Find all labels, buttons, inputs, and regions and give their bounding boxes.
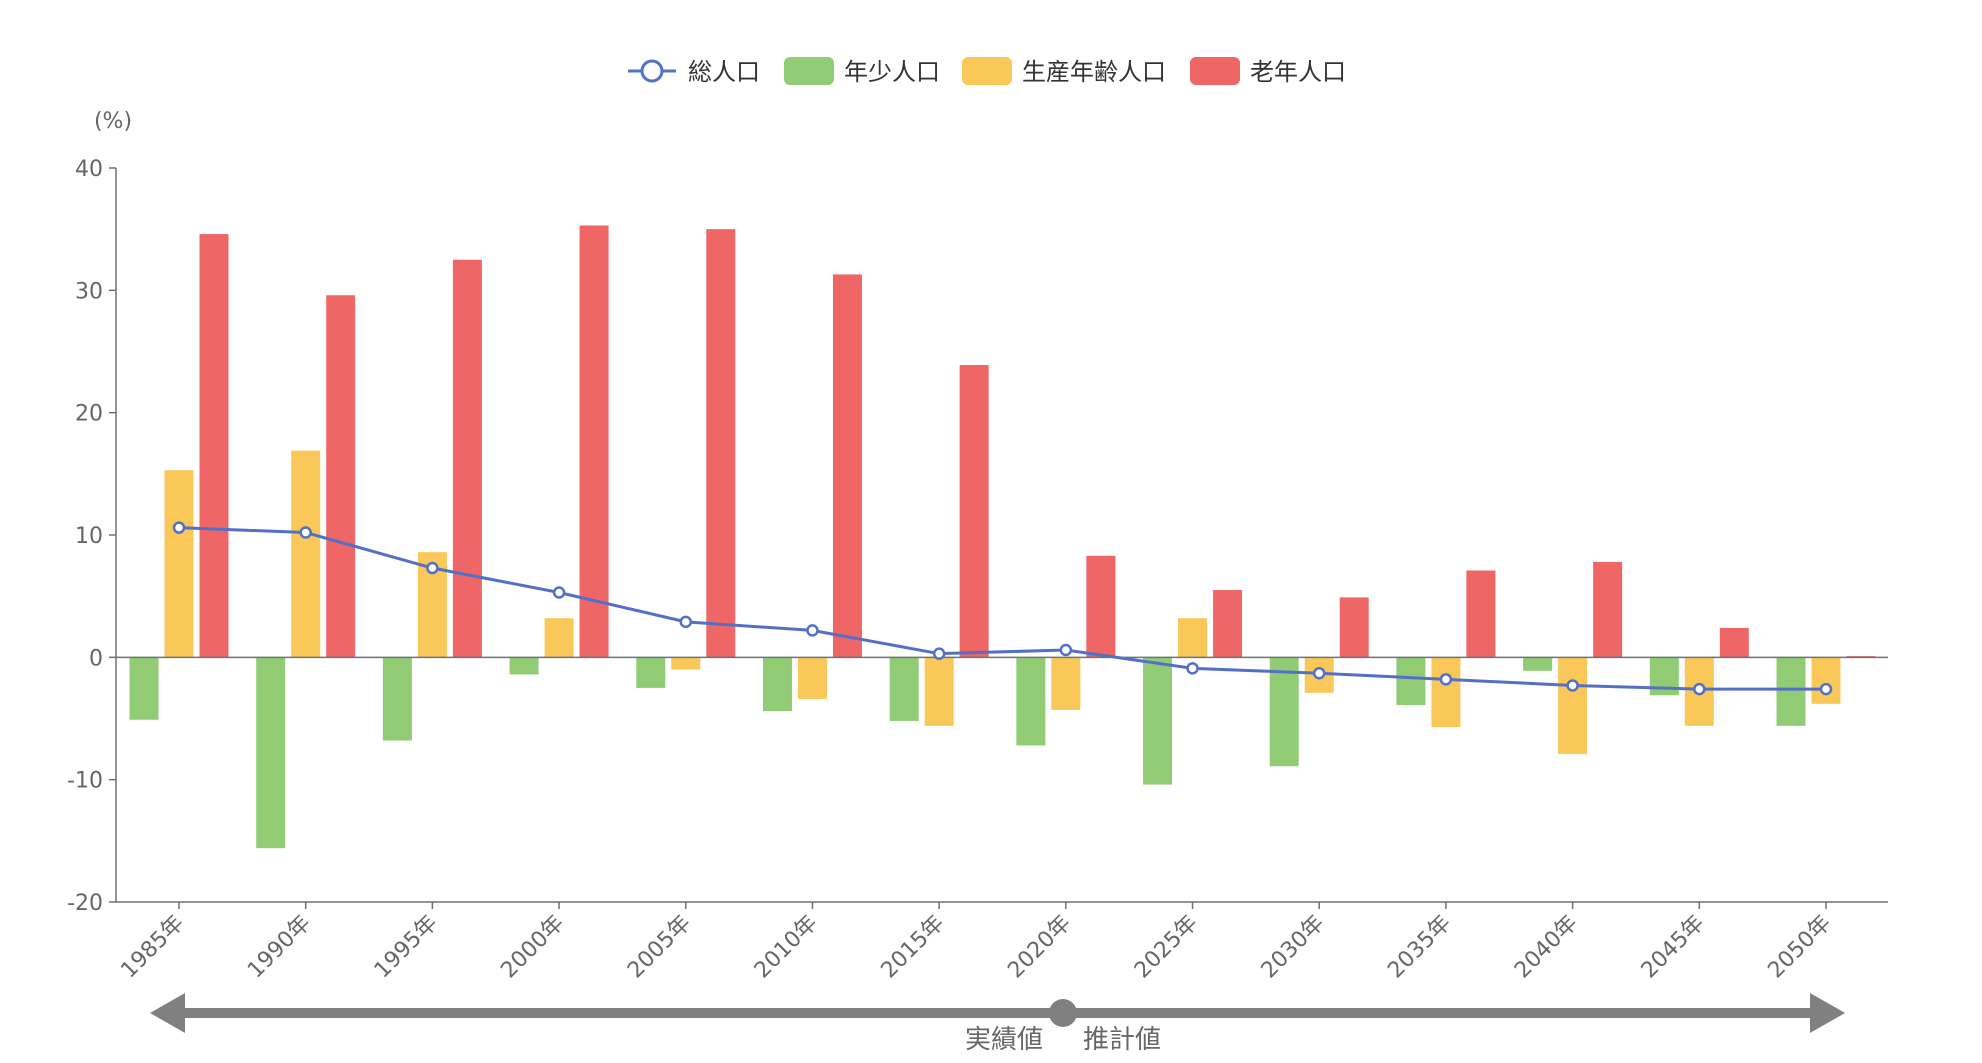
line-point-2025- bbox=[1186, 662, 1199, 675]
x-tick-label: 2025年 bbox=[1130, 911, 1203, 984]
right-arrowhead-icon bbox=[1810, 993, 1845, 1033]
total-population-path bbox=[178, 526, 1826, 691]
bar-working-age-2005- bbox=[671, 657, 701, 670]
bar-youth-2000- bbox=[509, 657, 539, 675]
legend-item-elderly[interactable]: 老年人口 bbox=[1190, 57, 1346, 86]
bar-elderly-2010- bbox=[832, 274, 862, 658]
legend-item-working-age[interactable]: 生産年齢人口 bbox=[962, 57, 1166, 86]
bar-youth-1985- bbox=[129, 657, 159, 720]
y-tick-label: -10 bbox=[67, 769, 103, 794]
bar-elderly-2040- bbox=[1593, 561, 1623, 658]
bar-elderly-1995- bbox=[452, 259, 482, 658]
bar-working-age-2000- bbox=[544, 618, 574, 658]
bar-elderly-2005- bbox=[706, 229, 736, 658]
bar-working-age-1985- bbox=[164, 470, 194, 658]
bar-youth-2030- bbox=[1269, 657, 1299, 767]
y-tick-label: 10 bbox=[75, 524, 103, 549]
bar-youth-1990- bbox=[256, 657, 286, 849]
bar-youth-2025- bbox=[1143, 657, 1173, 785]
legend-swatch-icon bbox=[962, 57, 1012, 85]
line-point-2005- bbox=[679, 615, 693, 629]
bar-youth-1995- bbox=[382, 657, 412, 741]
line-point-2035- bbox=[1439, 673, 1453, 686]
legend-label: 年少人口 bbox=[844, 58, 940, 86]
legend-swatch-icon bbox=[784, 57, 834, 85]
line-point-2010- bbox=[806, 624, 819, 637]
bar-elderly-2015- bbox=[959, 364, 989, 658]
actual-estimate-annotation: 実績値 推計値 bbox=[150, 993, 1845, 1055]
bar-elderly-2045- bbox=[1719, 627, 1749, 658]
bar-youth-2005- bbox=[636, 657, 666, 688]
line-point-1990- bbox=[299, 526, 312, 539]
actual-values-label: 実績値 bbox=[965, 1025, 1043, 1055]
bar-working-age-1990- bbox=[291, 450, 321, 658]
bar-elderly-2020- bbox=[1086, 555, 1116, 658]
legend-label: 生産年齢人口 bbox=[1022, 58, 1166, 86]
legend-item-youth[interactable]: 年少人口 bbox=[784, 57, 940, 86]
bars bbox=[129, 225, 1876, 849]
line-point-2000- bbox=[552, 586, 566, 599]
bar-elderly-1985- bbox=[199, 234, 229, 658]
x-tick-label: 2015年 bbox=[877, 911, 950, 984]
legend-item-total[interactable]: 総人口 bbox=[628, 58, 760, 86]
bar-working-age-2035- bbox=[1431, 657, 1461, 728]
bar-elderly-2000- bbox=[579, 225, 609, 658]
bar-youth-2020- bbox=[1016, 657, 1046, 746]
estimated-values-label: 推計値 bbox=[1083, 1025, 1161, 1055]
line-point-1985- bbox=[172, 521, 186, 534]
line-point-2050- bbox=[1819, 682, 1833, 696]
legend[interactable]: 総人口 年少人口 生産年齢人口 老年人口 bbox=[628, 57, 1346, 86]
legend-circle-icon bbox=[640, 59, 664, 83]
x-tick-label: 2005年 bbox=[623, 911, 696, 984]
line-point-1995- bbox=[426, 561, 439, 575]
line-point-2040- bbox=[1566, 679, 1579, 692]
line-point-2020- bbox=[1059, 643, 1073, 657]
bar-youth-2040- bbox=[1523, 657, 1553, 671]
bar-elderly-1990- bbox=[326, 295, 356, 658]
line-point-2015- bbox=[932, 647, 946, 660]
y-tick-label: -20 bbox=[67, 891, 103, 916]
left-arrowhead-icon bbox=[150, 993, 185, 1033]
x-tick-label: 2035年 bbox=[1383, 911, 1456, 984]
x-tick-label: 1995年 bbox=[370, 911, 443, 984]
bar-youth-2015- bbox=[889, 657, 919, 721]
bar-working-age-2050- bbox=[1811, 657, 1841, 704]
divider-dot-icon bbox=[1049, 999, 1077, 1027]
y-axis: 40 30 20 10 0 -10 -20 bbox=[67, 157, 116, 916]
line-point-2030- bbox=[1312, 666, 1326, 680]
legend-label: 老年人口 bbox=[1250, 58, 1346, 86]
bar-elderly-2035- bbox=[1466, 570, 1496, 658]
x-tick-label: 2050年 bbox=[1763, 911, 1836, 984]
total-population-line bbox=[172, 521, 1833, 696]
bar-working-age-2040- bbox=[1558, 657, 1588, 754]
bar-working-age-2015- bbox=[924, 657, 954, 726]
bar-working-age-2025- bbox=[1178, 618, 1208, 658]
y-tick-label: 20 bbox=[75, 402, 103, 427]
axes bbox=[115, 168, 1888, 903]
x-axis-ticks: 1985年 1990年 1995年 2000年 2005年 2010年 2015年 2020年… bbox=[116, 902, 1836, 983]
bar-youth-2050- bbox=[1776, 657, 1806, 726]
x-tick-label: 2040年 bbox=[1510, 911, 1583, 984]
x-tick-label: 2030年 bbox=[1257, 911, 1330, 984]
y-axis-label: (%) bbox=[94, 109, 132, 134]
bar-working-age-2020- bbox=[1051, 657, 1081, 710]
bar-elderly-2025- bbox=[1213, 590, 1243, 658]
x-tick-label: 1985年 bbox=[116, 911, 189, 984]
line-point-2045- bbox=[1693, 682, 1706, 696]
legend-swatch-icon bbox=[1190, 57, 1240, 85]
bar-youth-2010- bbox=[762, 657, 792, 712]
bar-youth-2035- bbox=[1396, 657, 1426, 706]
x-tick-label: 2045年 bbox=[1637, 911, 1710, 984]
y-tick-label: 40 bbox=[75, 157, 103, 182]
bar-working-age-2010- bbox=[797, 657, 827, 699]
x-tick-label: 2010年 bbox=[750, 911, 823, 984]
legend-label: 総人口 bbox=[688, 58, 760, 86]
x-tick-label: 2000年 bbox=[496, 911, 569, 984]
bar-elderly-2030- bbox=[1339, 597, 1369, 658]
y-tick-label: 30 bbox=[75, 279, 103, 304]
y-tick-label: 0 bbox=[89, 646, 103, 671]
x-tick-label: 1990年 bbox=[243, 911, 316, 984]
x-tick-label: 2020年 bbox=[1003, 911, 1076, 984]
